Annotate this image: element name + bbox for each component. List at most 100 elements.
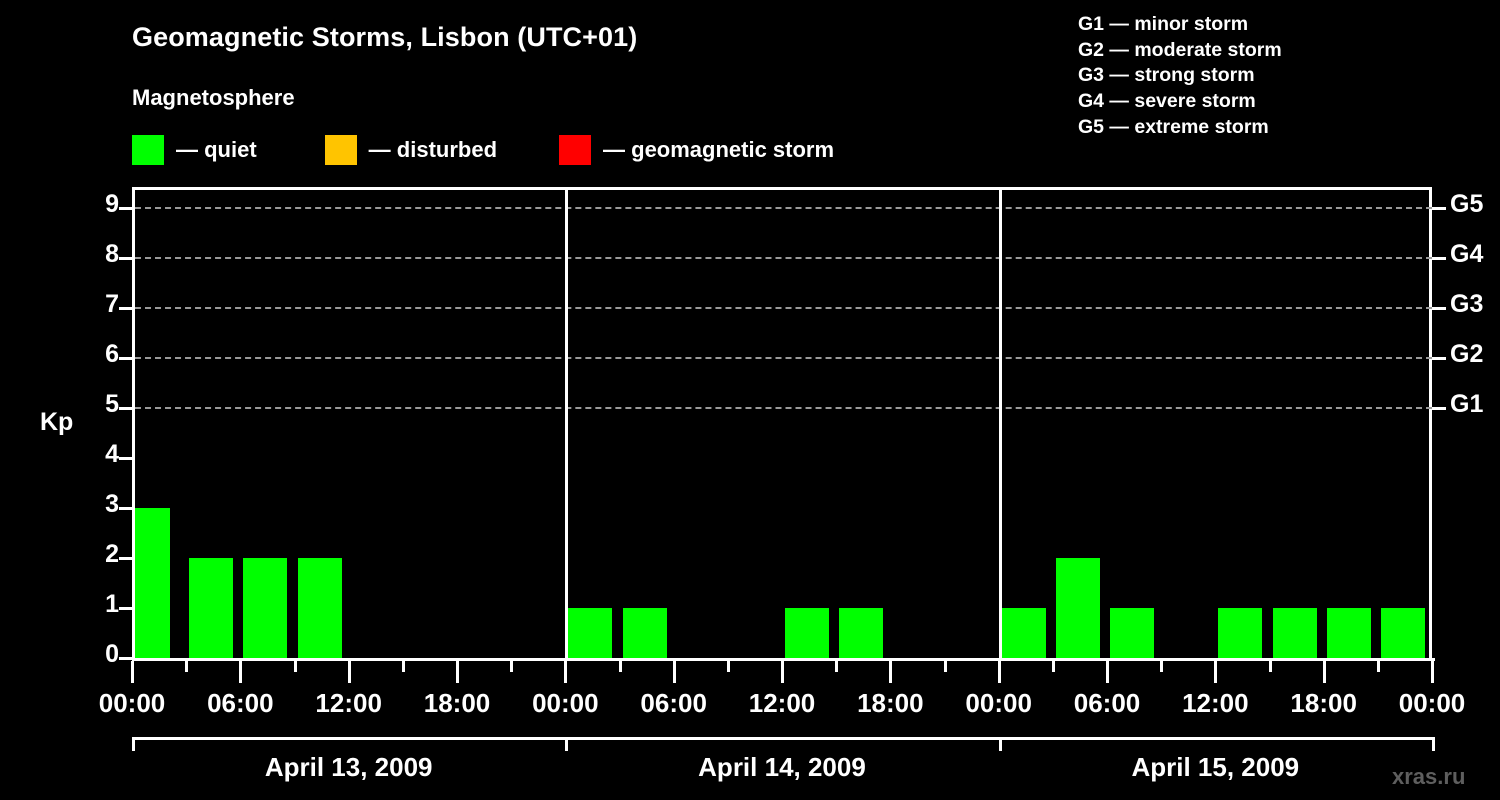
legend-label-disturbed: — disturbed [368, 137, 498, 162]
x-tick-14 [889, 661, 893, 683]
x-tick-13 [835, 661, 839, 672]
date-label-0: April 13, 2009 [264, 752, 433, 782]
legend-label-storm: — geomagnetic storm [603, 137, 835, 162]
bar-21 [1272, 608, 1317, 658]
x-tick-label-2: 12:00 [315, 688, 382, 718]
page-title: Geomagnetic Storms, Lisbon (UTC+01) [132, 22, 638, 52]
g-tick-g1 [1432, 407, 1446, 410]
bar-0 [135, 508, 171, 658]
x-tick-5 [401, 661, 405, 672]
g-tick-label-g2: G2 [1450, 340, 1484, 368]
date-label-2: April 15, 2009 [1131, 752, 1300, 782]
gridline-kp-5 [135, 407, 1432, 409]
x-tick-17 [1051, 661, 1055, 672]
bar-1 [189, 558, 234, 658]
x-tick-label-7: 18:00 [857, 688, 924, 718]
y-tick-3 [119, 507, 132, 510]
storm-scale-line-g3: G3 — strong storm [1078, 64, 1255, 87]
x-tick-16 [997, 661, 1001, 683]
x-tick-label-12: 00:00 [1398, 688, 1466, 718]
y-tick-label-8: 8 [105, 240, 119, 268]
bar-18 [1110, 608, 1155, 658]
x-tick-2 [239, 661, 243, 683]
y-axis-title: Kp [40, 408, 74, 436]
y-tick-label-3: 3 [105, 490, 119, 518]
x-tick-label-9: 06:00 [1073, 688, 1141, 718]
x-tick-21 [1268, 661, 1272, 672]
x-tick-label-8: 00:00 [965, 688, 1032, 718]
storm-scale-legend: G1 — minor storm G2 — moderate storm G3 … [1078, 12, 1282, 141]
bar-12 [785, 608, 830, 658]
y-tick-label-2: 2 [105, 540, 119, 568]
x-tick-18 [1106, 661, 1109, 683]
y-tick-7 [119, 307, 132, 310]
date-bracket-0 [132, 737, 569, 751]
y-tick-label-9: 9 [105, 190, 119, 218]
x-axis-baseline [132, 658, 1435, 661]
g-tick-label-g4: G4 [1450, 240, 1484, 268]
legend-swatch-storm [559, 135, 592, 165]
x-tick-label-11: 18:00 [1290, 688, 1357, 718]
y-tick-9 [119, 207, 132, 210]
g-tick-g2 [1432, 357, 1446, 360]
gridline-kp-9 [135, 207, 1432, 209]
y-tick-2 [119, 557, 132, 560]
x-tick-4 [347, 661, 351, 683]
x-tick-24 [1431, 661, 1434, 683]
x-tick-12 [781, 661, 784, 683]
g-tick-g5 [1432, 207, 1446, 210]
watermark: xras.ru [1392, 764, 1466, 789]
y-tick-5 [119, 407, 132, 410]
x-tick-22 [1322, 661, 1326, 683]
x-tick-1 [185, 661, 189, 672]
gridline-kp-6 [135, 357, 1432, 359]
y-tick-6 [119, 357, 132, 360]
storm-scale-line-g1: G1 — minor storm [1078, 13, 1249, 35]
bar-9 [622, 608, 667, 658]
storm-scale-line-g4: G4 — severe storm [1078, 90, 1256, 113]
g-tick-g4 [1432, 257, 1446, 260]
bar-17 [1055, 558, 1100, 658]
plot-area [132, 187, 1432, 658]
x-tick-11 [726, 661, 730, 672]
magnetosphere-label: Magnetosphere [132, 85, 295, 110]
bar-16 [1001, 608, 1046, 658]
y-tick-1 [119, 607, 132, 610]
bar-20 [1218, 608, 1263, 658]
day-separator-2 [998, 187, 1002, 658]
x-tick-label-5: 06:00 [640, 688, 707, 718]
day-separator-1 [565, 187, 569, 658]
legend-label-quiet: — quiet [176, 137, 257, 162]
bar-13 [839, 608, 884, 658]
legend-swatch-quiet [132, 135, 164, 165]
y-tick-0 [119, 657, 132, 660]
x-tick-label-1: 06:00 [207, 688, 274, 718]
y-tick-label-4: 4 [105, 440, 119, 468]
y-tick-label-5: 5 [105, 390, 119, 418]
x-tick-20 [1214, 661, 1218, 683]
bar-23 [1380, 608, 1425, 658]
x-tick-10 [672, 661, 676, 683]
x-tick-9 [618, 661, 622, 672]
y-tick-label-6: 6 [105, 340, 119, 368]
y-tick-label-7: 7 [105, 290, 119, 318]
y-tick-4 [119, 457, 132, 460]
legend-item-storm: — geomagnetic storm [559, 135, 834, 165]
storm-scale-line-g2: G2 — moderate storm [1078, 38, 1282, 61]
y-tick-label-1: 1 [105, 590, 119, 618]
bar-3 [297, 558, 342, 658]
g-tick-label-g5: G5 [1450, 190, 1484, 218]
bar-2 [243, 558, 288, 658]
x-tick-label-3: 18:00 [423, 688, 491, 718]
legend-item-quiet: — quiet [132, 135, 257, 165]
y-tick-label-0: 0 [105, 640, 119, 668]
g-tick-label-g1: G1 [1450, 390, 1484, 418]
x-tick-label-10: 12:00 [1182, 688, 1249, 718]
date-label-1: April 14, 2009 [698, 752, 866, 782]
bar-8 [568, 608, 613, 658]
x-tick-7 [510, 661, 514, 672]
x-tick-label-6: 12:00 [748, 688, 816, 718]
x-tick-19 [1160, 661, 1164, 672]
y-tick-8 [119, 257, 132, 260]
